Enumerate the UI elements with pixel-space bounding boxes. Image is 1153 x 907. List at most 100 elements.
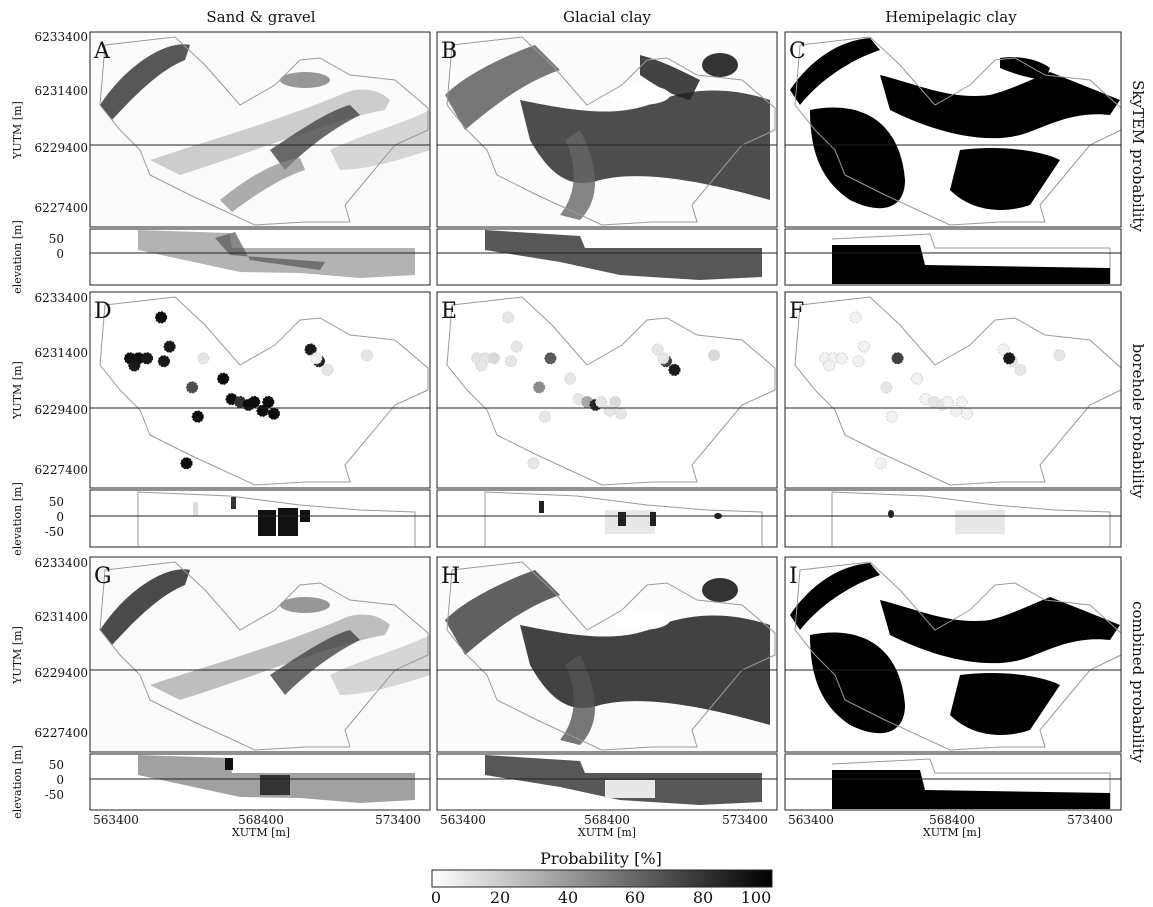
blob <box>610 610 670 630</box>
panel-letter-C: C <box>789 39 806 64</box>
y-ticks-row1: 6233400 6231400 6229400 6227400 <box>35 30 88 215</box>
y-tick-label: 6231400 <box>35 610 88 624</box>
elev-tick-label: 50 <box>49 758 64 772</box>
borehole-marker <box>218 373 229 384</box>
borehole-marker <box>1004 353 1015 364</box>
x-tick-label: 563400 <box>788 813 834 827</box>
y-tick-label: 6229400 <box>35 666 88 680</box>
borehole-marker <box>249 397 260 408</box>
panel-letter-E: E <box>441 299 457 324</box>
borehole-marker <box>187 382 198 393</box>
section-C <box>785 229 1121 285</box>
y-tick-label: 6229400 <box>35 403 88 417</box>
borehole-marker <box>951 405 962 416</box>
section-borehole <box>278 508 298 536</box>
borehole-marker <box>198 353 209 364</box>
blob <box>702 578 738 602</box>
y-tick-label: 6231400 <box>35 346 88 360</box>
borehole-marker <box>476 360 487 371</box>
panel-F: F <box>785 292 1121 547</box>
borehole-marker <box>505 356 516 367</box>
panel-H: H <box>437 557 777 810</box>
panel-letter-A: A <box>93 39 111 64</box>
borehole-marker <box>311 353 322 364</box>
borehole-marker <box>881 382 892 393</box>
elev-tick-label: -50 <box>45 525 64 539</box>
colorbar-tick: 100 <box>741 888 772 907</box>
panel-letter-I: I <box>789 564 798 589</box>
borehole-marker <box>322 364 333 375</box>
borehole-marker <box>942 397 953 408</box>
borehole-marker <box>836 353 847 364</box>
blob <box>702 53 738 77</box>
panel-C: C <box>785 32 1121 285</box>
section-D <box>90 490 430 547</box>
elev-tick-label: 50 <box>49 495 64 509</box>
ylabel-section-row3: elevation [m] <box>11 745 24 818</box>
borehole-marker <box>565 373 576 384</box>
panel-A: A <box>90 32 430 285</box>
borehole-marker <box>511 341 522 352</box>
panel-I: I <box>785 557 1121 810</box>
y-ticks-row3: 6233400 6231400 6229400 6227400 <box>35 556 88 740</box>
x-tick-label: 573400 <box>722 813 768 827</box>
borehole-marker <box>528 458 539 469</box>
borehole-marker <box>859 341 870 352</box>
borehole-marker <box>158 356 169 367</box>
panel-letter-H: H <box>441 564 460 589</box>
borehole-marker <box>709 350 720 361</box>
x-tick-label: 563400 <box>93 813 139 827</box>
section-borehole <box>258 510 276 536</box>
ylabel-map-row3: YUTM [m] <box>11 626 24 685</box>
y-tick-label: 6233400 <box>35 291 88 305</box>
y-tick-label: 6233400 <box>35 30 88 44</box>
x-axis-label: XUTM [m] <box>923 826 981 839</box>
panel-letter-B: B <box>441 39 457 64</box>
colorbar-gradient <box>432 870 772 887</box>
borehole-marker <box>824 360 835 371</box>
section-borehole <box>618 512 626 526</box>
borehole-marker <box>886 411 897 422</box>
map-background-E <box>437 292 777 488</box>
section-A <box>90 229 430 285</box>
panel-E: E <box>437 292 777 547</box>
x-tick-label: 573400 <box>1067 813 1113 827</box>
borehole-marker <box>192 411 203 422</box>
borehole-marker <box>596 397 607 408</box>
section-G <box>90 754 430 810</box>
y-tick-label: 6231400 <box>35 84 88 98</box>
y-tick-label: 6233400 <box>35 556 88 570</box>
ylabel-section-row1: elevation [m] <box>11 220 24 293</box>
map-fill-I <box>785 557 1121 752</box>
ylabel-map-row1: YUTM [m] <box>11 101 24 160</box>
section-borehole <box>231 497 236 509</box>
y-tick-label: 6227400 <box>35 201 88 215</box>
colorbar-label: Probability [%] <box>540 849 662 868</box>
elev-tick-label: 0 <box>56 510 64 524</box>
section-H <box>437 754 777 810</box>
elev-tick-label: 50 <box>49 232 64 246</box>
y-tick-label: 6227400 <box>35 463 88 477</box>
colorbar-tick: 0 <box>431 888 441 907</box>
borehole-marker <box>539 411 550 422</box>
map-fill-H <box>437 557 777 752</box>
elev-tick-label: 0 <box>56 247 64 261</box>
x-tick-label: 573400 <box>375 813 421 827</box>
section-borehole <box>888 510 894 518</box>
section-background-F <box>785 490 1121 547</box>
borehole-marker <box>912 373 923 384</box>
section-borehole <box>225 758 233 770</box>
section-borehole <box>605 780 655 798</box>
x-ticks-col2: 563400 568400 573400 XUTM [m] <box>440 813 768 839</box>
section-borehole <box>260 775 290 795</box>
blob <box>280 597 330 613</box>
map-fill-A <box>90 32 430 227</box>
row-title-borehole: borehole probability <box>1129 344 1147 499</box>
borehole-marker <box>142 353 153 364</box>
ylabel-section-row2: elevation [m] <box>11 482 24 555</box>
blob <box>610 85 670 105</box>
x-axis-label: XUTM [m] <box>578 826 636 839</box>
panel-letter-D: D <box>94 299 112 324</box>
borehole-marker <box>892 353 903 364</box>
borehole-marker <box>853 356 864 367</box>
